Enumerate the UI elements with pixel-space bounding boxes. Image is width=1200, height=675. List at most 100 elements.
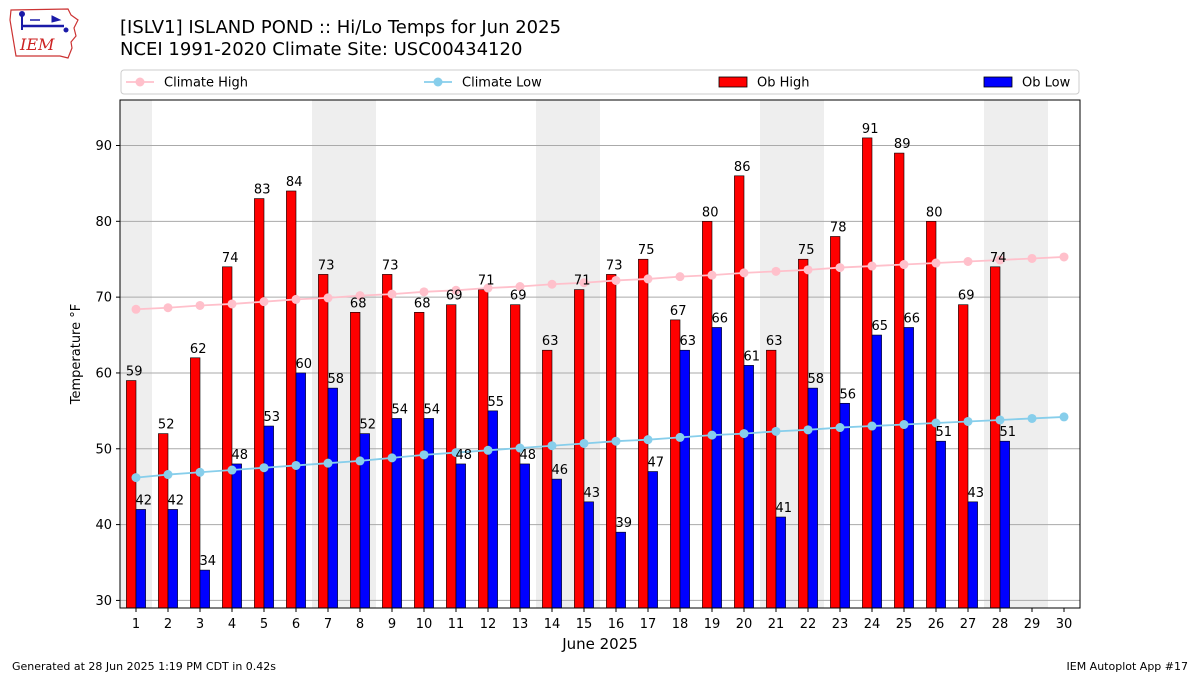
climate-low-point bbox=[867, 421, 877, 431]
ob-high-label: 75 bbox=[798, 243, 815, 258]
ob-low-bar bbox=[327, 387, 338, 609]
ob-high-label: 73 bbox=[318, 258, 335, 273]
x-tick-label: 1 bbox=[132, 617, 140, 632]
climate-high-point bbox=[547, 279, 557, 289]
climate-high-point bbox=[291, 294, 301, 304]
ob-high-bar bbox=[734, 175, 745, 609]
x-tick-label: 6 bbox=[292, 617, 300, 632]
ob-high-label: 63 bbox=[766, 334, 783, 349]
climate-low-point bbox=[675, 432, 685, 442]
legend-marker-climate-low bbox=[433, 77, 443, 87]
y-tick-label: 80 bbox=[95, 215, 112, 230]
climate-high-point bbox=[483, 283, 493, 293]
climate-low-point bbox=[259, 463, 269, 473]
x-tick-label: 24 bbox=[864, 617, 881, 632]
ob-low-label: 43 bbox=[968, 486, 985, 501]
legend-swatch-ob-high bbox=[718, 76, 748, 88]
climate-low-point bbox=[835, 423, 845, 433]
ob-low-bar bbox=[295, 372, 306, 609]
ob-high-label: 67 bbox=[670, 304, 687, 319]
gridlines bbox=[120, 144, 1080, 601]
climate-high-point bbox=[995, 255, 1005, 265]
climate-low-point bbox=[963, 416, 973, 426]
ob-low-label: 42 bbox=[136, 493, 153, 508]
x-tick-label: 16 bbox=[608, 617, 625, 632]
climate-low-point bbox=[131, 473, 141, 483]
x-tick-label: 3 bbox=[196, 617, 204, 632]
x-tick-label: 12 bbox=[480, 617, 497, 632]
ob-high-label: 80 bbox=[926, 205, 943, 220]
x-tick-label: 21 bbox=[768, 617, 785, 632]
climate-low-point bbox=[515, 443, 525, 453]
ob-low-label: 43 bbox=[584, 486, 601, 501]
legend[interactable]: Climate High Climate Low Ob High Ob Low bbox=[120, 69, 1080, 95]
climate-low-point bbox=[579, 438, 589, 448]
y-axis-label: Temperature °F bbox=[69, 304, 84, 405]
x-tick-label: 17 bbox=[640, 617, 657, 632]
ob-high-label: 89 bbox=[894, 137, 911, 152]
ob-low-bar bbox=[839, 402, 850, 609]
climate-high-point bbox=[739, 268, 749, 278]
ob-low-bar bbox=[167, 509, 178, 609]
chart-subtitle: NCEI 1991-2020 Climate Site: USC00434120 bbox=[120, 39, 523, 60]
ob-low-label: 34 bbox=[200, 554, 217, 569]
climate-low-point bbox=[483, 445, 493, 455]
ob-low-bar bbox=[487, 410, 498, 609]
climate-low-point bbox=[1059, 412, 1069, 422]
ob-low-label: 66 bbox=[712, 311, 729, 326]
climate-high-point bbox=[515, 282, 525, 292]
climate-high-point bbox=[643, 274, 653, 284]
ob-low-bar bbox=[615, 531, 626, 609]
x-tick-label: 4 bbox=[228, 617, 236, 632]
ob-low-label: 60 bbox=[296, 357, 313, 372]
ob-low-label: 55 bbox=[488, 395, 505, 410]
app-credit: IEM Autoplot App #17 bbox=[1066, 660, 1189, 673]
ob-high-label: 84 bbox=[286, 175, 303, 190]
ob-high-bar bbox=[158, 433, 169, 609]
climate-low-point bbox=[195, 467, 205, 477]
legend-frame bbox=[120, 69, 1080, 95]
climate-high-point bbox=[899, 260, 909, 270]
ob-low-bar bbox=[775, 516, 786, 609]
x-tick-label: 15 bbox=[576, 617, 593, 632]
ob-low-bar bbox=[135, 509, 146, 609]
ob-high-bar bbox=[414, 311, 425, 609]
ob-high-label: 52 bbox=[158, 418, 175, 433]
x-tick-label: 2 bbox=[164, 617, 172, 632]
climate-high-point bbox=[1059, 252, 1069, 262]
y-tick-label: 30 bbox=[95, 594, 112, 609]
legend-entry-climate-high: Climate High bbox=[164, 76, 248, 91]
ob-high-bar bbox=[222, 266, 233, 609]
ob-high-label: 75 bbox=[638, 243, 655, 258]
plot-frame bbox=[119, 99, 1081, 609]
ob-low-label: 48 bbox=[520, 448, 537, 463]
ob-low-label: 41 bbox=[776, 501, 793, 516]
x-tick-label: 20 bbox=[736, 617, 753, 632]
x-tick-label: 13 bbox=[512, 617, 529, 632]
y-tick-label: 50 bbox=[95, 442, 112, 457]
ob-high-label: 68 bbox=[350, 296, 367, 311]
ob-low-label: 53 bbox=[264, 410, 281, 425]
climate-low-point bbox=[707, 430, 717, 440]
ob-high-label: 59 bbox=[126, 365, 143, 380]
climate-low-point bbox=[771, 426, 781, 436]
climate-lines bbox=[131, 252, 1069, 483]
y-tick-label: 90 bbox=[95, 139, 112, 154]
ob-low-label: 48 bbox=[232, 448, 249, 463]
x-tick-label: 27 bbox=[960, 617, 977, 632]
ob-high-label: 71 bbox=[478, 274, 495, 289]
ob-high-label: 74 bbox=[990, 251, 1007, 266]
climate-low-point bbox=[291, 460, 301, 470]
x-tick-label: 5 bbox=[260, 617, 268, 632]
climate-low-point bbox=[547, 441, 557, 451]
climate-low-point bbox=[323, 458, 333, 468]
ob-high-label: 71 bbox=[574, 274, 591, 289]
ob-high-bar bbox=[958, 304, 969, 609]
climate-high-point bbox=[355, 291, 365, 301]
climate-low-point bbox=[899, 420, 909, 430]
ob-high-bar bbox=[670, 319, 681, 609]
ob-low-bar bbox=[743, 365, 754, 609]
x-tick-label: 28 bbox=[992, 617, 1009, 632]
